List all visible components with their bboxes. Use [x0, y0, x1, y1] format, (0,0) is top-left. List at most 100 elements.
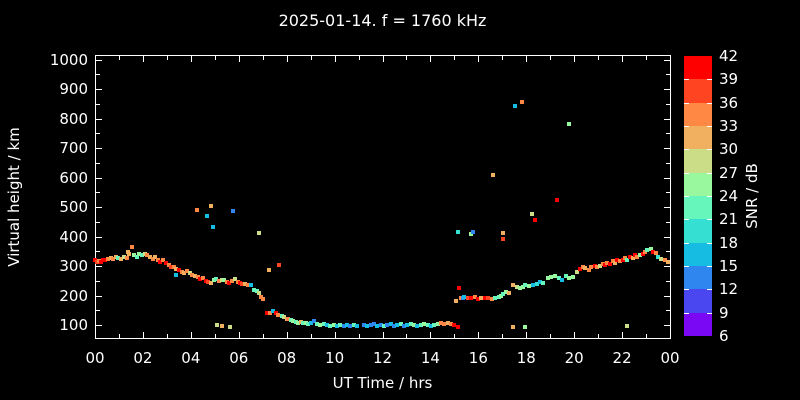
data-point — [589, 265, 594, 270]
data-point — [455, 230, 460, 235]
data-point — [493, 295, 498, 300]
data-point — [490, 173, 495, 178]
data-point — [555, 197, 560, 202]
data-point — [134, 254, 139, 259]
x-tick — [574, 332, 575, 338]
x-tick-label: 16 — [468, 349, 488, 367]
data-point — [252, 287, 257, 292]
x-tick-label: 04 — [181, 349, 201, 367]
colorbar-segment — [684, 312, 712, 336]
data-point — [132, 253, 137, 258]
data-point — [355, 323, 360, 328]
data-point — [306, 322, 311, 327]
data-point — [351, 323, 356, 327]
data-point — [462, 294, 467, 299]
data-point — [563, 274, 568, 279]
data-point — [216, 278, 221, 283]
data-point — [454, 299, 459, 304]
x-tick — [383, 56, 384, 62]
x-tick-label: 22 — [612, 349, 632, 367]
data-point — [116, 256, 121, 261]
data-point — [549, 274, 554, 279]
colorbar-tick-label: 33 — [719, 117, 739, 135]
colorbar-tick-label: 30 — [719, 140, 739, 159]
data-point — [607, 261, 612, 266]
y-minor-tick — [666, 163, 670, 164]
x-tick — [622, 56, 623, 62]
colorbar-tick — [707, 103, 712, 104]
data-point — [442, 322, 447, 327]
x-tick — [502, 334, 503, 338]
data-point — [334, 323, 339, 328]
colorbar-tick-label: 42 — [719, 47, 739, 65]
x-tick — [622, 332, 623, 338]
data-point — [279, 314, 284, 319]
x-tick — [239, 332, 240, 338]
data-point — [192, 274, 197, 279]
x-tick — [167, 56, 168, 60]
data-point — [185, 269, 189, 274]
x-tick-label: 08 — [277, 349, 297, 367]
data-point — [145, 253, 150, 258]
data-point — [211, 278, 216, 283]
colorbar-segment — [684, 172, 712, 196]
data-point — [580, 265, 585, 270]
colorbar-tick-label: 21 — [719, 210, 739, 229]
y-tick-label: 800 — [59, 110, 88, 128]
x-tick-label: 12 — [372, 349, 393, 367]
data-point — [338, 323, 343, 328]
data-point — [598, 264, 603, 268]
y-tick — [664, 178, 670, 179]
y-minor-tick — [666, 192, 670, 193]
data-point — [198, 277, 203, 282]
data-point — [195, 275, 200, 280]
colorbar-segment — [684, 266, 712, 290]
data-point — [523, 283, 528, 288]
x-tick — [454, 56, 455, 60]
data-point — [348, 323, 353, 328]
data-point — [472, 294, 477, 299]
data-point — [622, 256, 627, 261]
data-point — [455, 324, 460, 329]
colorbar-tick — [707, 79, 712, 80]
colorbar-tick — [684, 243, 689, 244]
data-point — [511, 282, 516, 287]
y-tick — [96, 237, 102, 238]
data-point — [603, 262, 608, 267]
colorbar-tick-label: 36 — [719, 93, 739, 112]
data-point — [296, 320, 301, 325]
data-point — [121, 254, 126, 259]
data-point — [648, 246, 653, 251]
x-tick — [215, 334, 216, 338]
data-point — [605, 260, 610, 265]
data-point — [341, 323, 346, 328]
y-tick — [96, 296, 102, 297]
x-tick — [119, 334, 120, 338]
data-point — [617, 259, 622, 264]
y-tick — [96, 89, 102, 90]
data-point — [227, 280, 232, 285]
data-point — [153, 254, 158, 259]
colorbar-tick — [707, 173, 712, 174]
x-tick-label: 00 — [85, 349, 105, 367]
colorbar-tick-label: 39 — [719, 70, 739, 89]
data-point — [645, 248, 650, 253]
data-point — [385, 323, 390, 327]
data-point — [331, 323, 336, 327]
colorbar-tick-label: 18 — [719, 233, 739, 252]
colorbar-tick-label: 15 — [719, 257, 739, 275]
x-tick — [478, 332, 479, 338]
data-point — [328, 323, 333, 328]
data-point — [119, 256, 124, 261]
data-point — [203, 279, 208, 284]
data-point — [243, 282, 248, 287]
data-point — [432, 323, 437, 327]
data-point — [163, 261, 168, 266]
data-point — [268, 311, 273, 316]
data-point — [526, 284, 531, 289]
x-tick — [287, 56, 288, 62]
x-tick — [215, 56, 216, 60]
data-point — [254, 289, 259, 294]
x-tick — [191, 332, 192, 338]
x-tick — [239, 56, 240, 62]
